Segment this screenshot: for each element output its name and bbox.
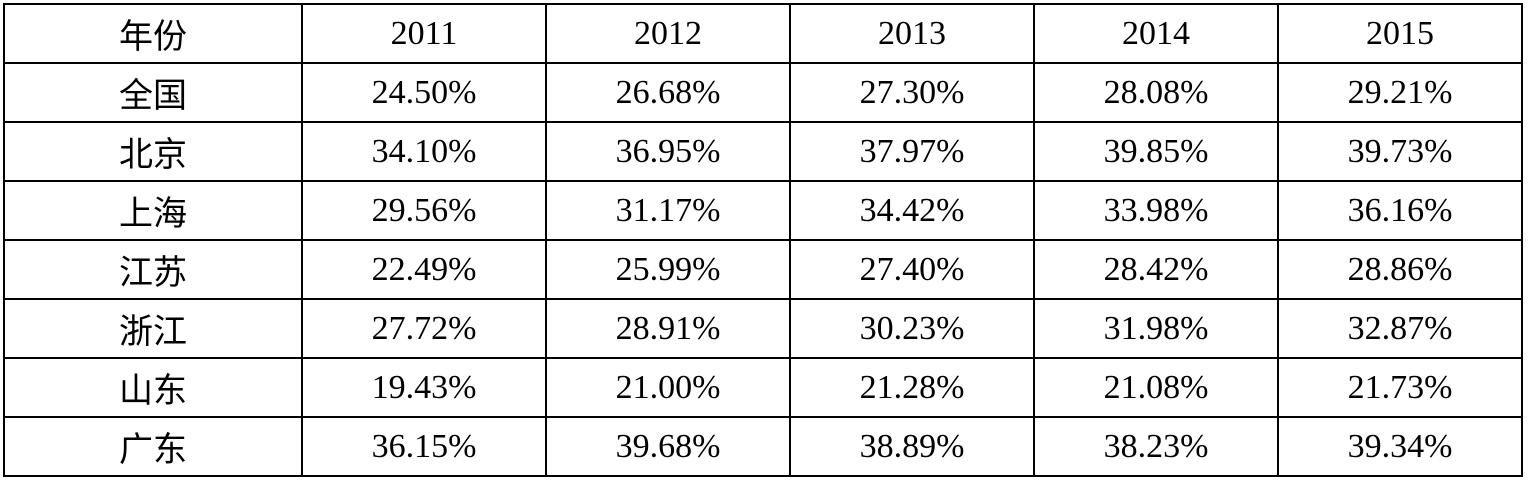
header-cell: 2012 — [545, 3, 791, 64]
header-cell: 年份 — [3, 3, 303, 64]
data-row: 江苏 22.49% 25.99% 27.40% 28.42% 28.86% — [3, 239, 1523, 300]
row-label: 江苏 — [3, 239, 303, 300]
value-cell: 30.23% — [789, 298, 1035, 359]
value-cell: 21.08% — [1033, 357, 1279, 418]
row-label: 北京 — [3, 121, 303, 182]
value-cell: 21.73% — [1277, 357, 1523, 418]
value-cell: 39.68% — [545, 416, 791, 477]
value-cell: 38.89% — [789, 416, 1035, 477]
row-label: 山东 — [3, 357, 303, 418]
data-row: 全国 24.50% 26.68% 27.30% 28.08% 29.21% — [3, 62, 1523, 123]
value-cell: 21.28% — [789, 357, 1035, 418]
value-cell: 22.49% — [301, 239, 547, 300]
value-cell: 36.16% — [1277, 180, 1523, 241]
value-cell: 34.42% — [789, 180, 1035, 241]
value-cell: 33.98% — [1033, 180, 1279, 241]
data-row: 山东 19.43% 21.00% 21.28% 21.08% 21.73% — [3, 357, 1523, 418]
value-cell: 26.68% — [545, 62, 791, 123]
data-row: 北京 34.10% 36.95% 37.97% 39.85% 39.73% — [3, 121, 1523, 182]
data-row: 浙江 27.72% 28.91% 30.23% 31.98% 32.87% — [3, 298, 1523, 359]
table-body: 年份 2011 2012 2013 2014 2015 全国 24.50% 26.68% 27.3… — [3, 3, 1523, 477]
data-table: 年份 2011 2012 2013 2014 2015 全国 24.50% 26.68% 27.3… — [3, 3, 1523, 477]
value-cell: 25.99% — [545, 239, 791, 300]
value-cell: 37.97% — [789, 121, 1035, 182]
header-row: 年份 2011 2012 2013 2014 2015 — [3, 3, 1523, 64]
header-cell: 2013 — [789, 3, 1035, 64]
value-cell: 27.30% — [789, 62, 1035, 123]
value-cell: 28.86% — [1277, 239, 1523, 300]
row-label: 广东 — [3, 416, 303, 477]
value-cell: 39.73% — [1277, 121, 1523, 182]
data-row: 上海 29.56% 31.17% 34.42% 33.98% 36.16% — [3, 180, 1523, 241]
value-cell: 21.00% — [545, 357, 791, 418]
value-cell: 31.98% — [1033, 298, 1279, 359]
value-cell: 27.72% — [301, 298, 547, 359]
value-cell: 28.91% — [545, 298, 791, 359]
value-cell: 27.40% — [789, 239, 1035, 300]
value-cell: 38.23% — [1033, 416, 1279, 477]
row-label: 上海 — [3, 180, 303, 241]
value-cell: 28.08% — [1033, 62, 1279, 123]
row-label: 浙江 — [3, 298, 303, 359]
header-cell: 2015 — [1277, 3, 1523, 64]
value-cell: 19.43% — [301, 357, 547, 418]
header-cell: 2011 — [301, 3, 547, 64]
data-row: 广东 36.15% 39.68% 38.89% 38.23% 39.34% — [3, 416, 1523, 477]
value-cell: 31.17% — [545, 180, 791, 241]
row-label: 全国 — [3, 62, 303, 123]
value-cell: 24.50% — [301, 62, 547, 123]
value-cell: 36.15% — [301, 416, 547, 477]
value-cell: 28.42% — [1033, 239, 1279, 300]
value-cell: 39.85% — [1033, 121, 1279, 182]
header-cell: 2014 — [1033, 3, 1279, 64]
value-cell: 39.34% — [1277, 416, 1523, 477]
value-cell: 29.56% — [301, 180, 547, 241]
value-cell: 32.87% — [1277, 298, 1523, 359]
value-cell: 34.10% — [301, 121, 547, 182]
value-cell: 29.21% — [1277, 62, 1523, 123]
value-cell: 36.95% — [545, 121, 791, 182]
